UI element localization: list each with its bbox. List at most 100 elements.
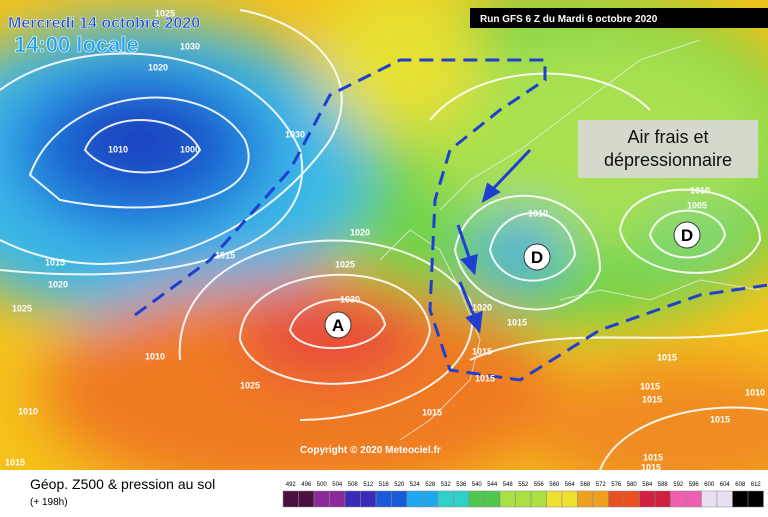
scale-swatch [375, 490, 392, 508]
isobar-label: 1015 [641, 462, 661, 472]
isobar-label: 1015 [5, 457, 25, 467]
scale-label: 572 [596, 482, 607, 488]
isobar-label: 1025 [12, 303, 32, 313]
center-label: D [531, 248, 543, 267]
scale-swatch [577, 490, 594, 508]
scale-label: 604 [720, 482, 731, 488]
run: Run GFS 6 Z du Mardi 6 octobre 2020 [480, 14, 658, 25]
isobar-label: 1010 [145, 351, 165, 361]
isobar-label: 1015 [710, 414, 730, 424]
scale-swatch [298, 490, 315, 508]
scale-label: 508 [348, 482, 359, 488]
scale-label: 564 [565, 482, 576, 488]
pressure-centers: A D D [324, 221, 701, 339]
scale-swatch [313, 490, 330, 508]
scale-swatch [406, 490, 423, 508]
scale-swatch [747, 490, 764, 508]
scale-label: 612 [751, 482, 762, 488]
scale-label: 588 [658, 482, 669, 488]
annotation-box [578, 120, 758, 178]
isobar-label: 1015 [643, 452, 663, 462]
date: Mercredi 14 octobre 2020 [8, 15, 200, 32]
center-marker [673, 221, 701, 249]
color-scale: 492 496 500 504 508 512 516 520 524 528 532 536 540 5… [282, 482, 764, 508]
center-label: D [681, 226, 693, 245]
scale-label: 568 [580, 482, 591, 488]
isobar-label: 1010 [108, 144, 128, 154]
scale-swatch [608, 490, 625, 508]
scale-label: 596 [689, 482, 700, 488]
scale-swatch [685, 490, 702, 508]
scale-label: 500 [317, 482, 328, 488]
scale-label: 524 [410, 482, 421, 488]
scale-swatch [701, 490, 718, 508]
scale-label: 496 [301, 482, 312, 488]
isobar-label: 1020 [48, 279, 68, 289]
scale-swatch [623, 490, 640, 508]
scale-swatch [639, 490, 656, 508]
isobar-label: 1015 [215, 250, 235, 260]
scale-label: 540 [472, 482, 483, 488]
scale-swatch [437, 490, 454, 508]
scale-swatch [530, 490, 547, 508]
isobar-label: 1025 [240, 380, 260, 390]
isobar-label: 1025 [335, 259, 355, 269]
scale-swatch [654, 490, 671, 508]
scale-label: 536 [456, 482, 467, 488]
scale-swatch [515, 490, 532, 508]
scale-label: 504 [332, 482, 343, 488]
isobar-label: 1005 [687, 200, 707, 210]
scale-swatch [360, 490, 377, 508]
isobar-label: 1000 [180, 144, 200, 154]
isobar-label: 1015 [642, 394, 662, 404]
scale-label: 544 [487, 482, 498, 488]
scale-swatch [546, 490, 563, 508]
annotation: Air frais et [627, 127, 708, 147]
legend-title: Géop. Z500 & pression au sol [30, 476, 215, 492]
isobar-label: 1010 [745, 387, 765, 397]
isobar-label: 1015 [640, 381, 660, 391]
isobar-label: 1020 [350, 227, 370, 237]
scale-label: 608 [735, 482, 746, 488]
scale-label: 548 [503, 482, 514, 488]
scale-swatch [561, 490, 578, 508]
annotation: dépressionnaire [604, 150, 732, 170]
scale-label: 600 [704, 482, 715, 488]
scale-swatch [716, 490, 733, 508]
center-label: A [332, 316, 344, 335]
scale-label: 532 [441, 482, 452, 488]
scale-label: 592 [673, 482, 684, 488]
scale-label: 556 [534, 482, 545, 488]
isobar-label: 1015 [475, 373, 495, 383]
isobar-label: 1010 [18, 406, 38, 416]
isobar-label: 1015 [507, 317, 527, 327]
scale-swatch [329, 490, 346, 508]
isobar-label: 1015 [422, 407, 442, 417]
isobar-label: 1015 [472, 346, 492, 356]
scale-label: 552 [518, 482, 529, 488]
isobar-label: 1015 [657, 352, 677, 362]
scale-swatch [670, 490, 687, 508]
scale-swatch [391, 490, 408, 508]
isobar-label: 1030 [180, 41, 200, 51]
scale-swatch [282, 490, 299, 508]
center-marker [523, 243, 551, 271]
isobar-label: 1030 [285, 129, 305, 139]
scale-swatch [422, 490, 439, 508]
scale-label: 512 [363, 482, 374, 488]
scale-label: 576 [611, 482, 622, 488]
scale-swatch [592, 490, 609, 508]
run-box [470, 8, 768, 28]
scale-swatch [344, 490, 361, 508]
center-marker [324, 311, 352, 339]
field [0, 0, 768, 470]
scale-label: 492 [286, 482, 297, 488]
scale-swatch [453, 490, 470, 508]
isobar-label: 1010 [690, 185, 710, 195]
legend-subtitle: (+ 198h) [30, 497, 68, 508]
scale-label: 584 [642, 482, 653, 488]
isobar-labels: 1025 1030 1020 1010 1000 1030 1015 1020 1025 1015… [5, 8, 765, 472]
scale-swatch [499, 490, 516, 508]
